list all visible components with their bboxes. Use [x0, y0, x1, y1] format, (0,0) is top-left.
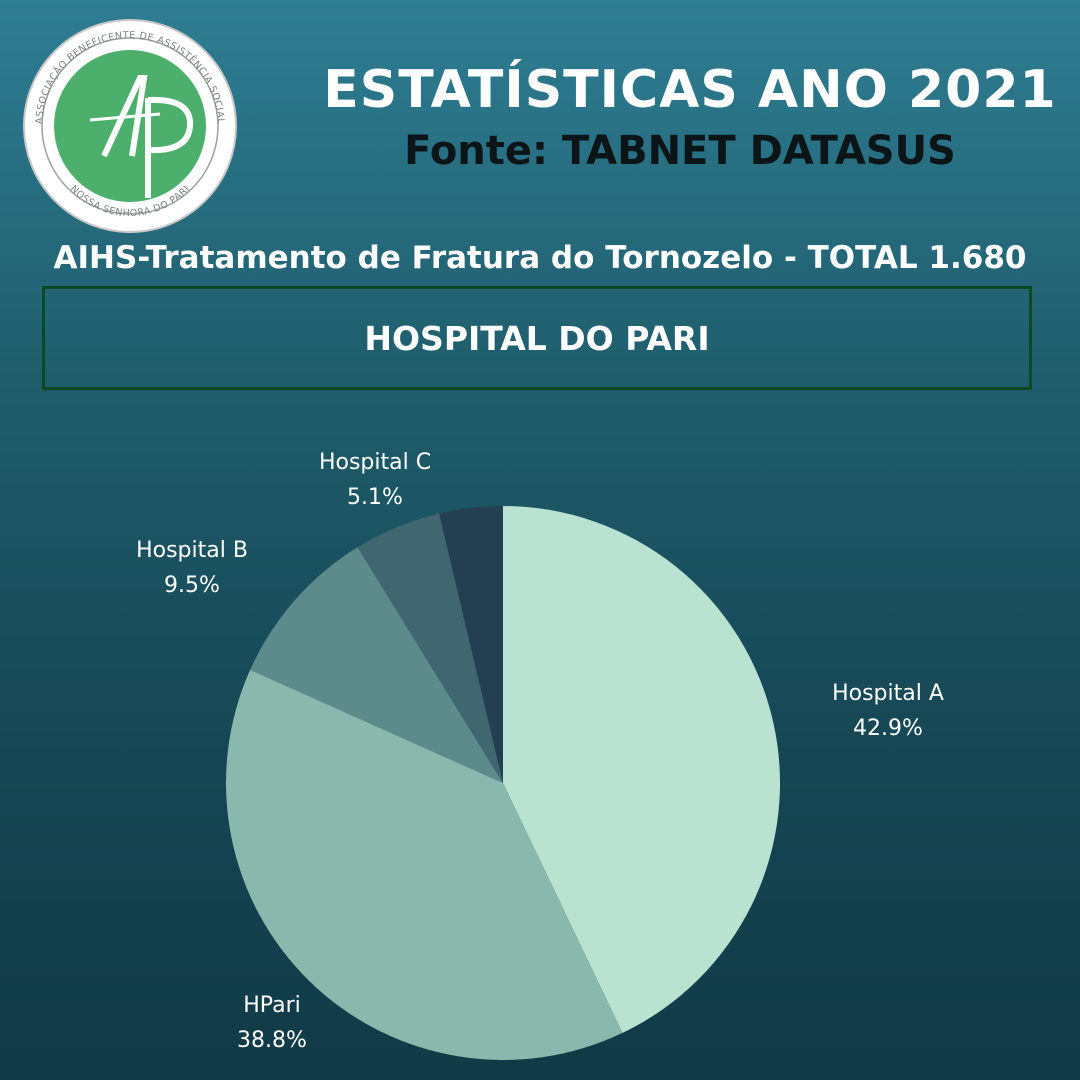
slice-value-label: 38.8% [237, 1028, 307, 1053]
association-logo: ASSOCIAÇÃO BENEFICENTE DE ASSISTÊNCIA SO… [23, 19, 237, 233]
hospital-box: HOSPITAL DO PARI [42, 286, 1032, 390]
pie-chart: Hospital A 42.9% HPari 38.8% Hospital B 9.5% H… [136, 450, 944, 1060]
slice-label: Hospital B [136, 538, 248, 563]
pie-slice-hospital-b [250, 547, 503, 783]
slice-label: Hospital A [832, 681, 944, 706]
logo-monogram-icon [89, 75, 194, 198]
slice-label: HPari [243, 993, 300, 1018]
slice-value-label: 42.9% [853, 716, 923, 741]
pie-slice-hospital-c [357, 513, 503, 783]
chart-section-title: AIHS-Tratamento de Fratura do Tornozelo … [53, 240, 1027, 276]
pie-slice-hpari [226, 669, 623, 1060]
slice-value-label: 9.5% [164, 573, 220, 598]
source-subtitle: Fonte: TABNET DATASUS [404, 128, 956, 174]
pie-slice-hospital-a [503, 506, 780, 1033]
page-title: ESTATÍSTICAS ANO 2021 [323, 60, 1057, 120]
hospital-box-label: HOSPITAL DO PARI [364, 318, 710, 358]
slice-value-label: 5.1% [347, 485, 403, 510]
slice-label: Hospital C [319, 450, 431, 475]
pie-slice-other [439, 506, 503, 783]
